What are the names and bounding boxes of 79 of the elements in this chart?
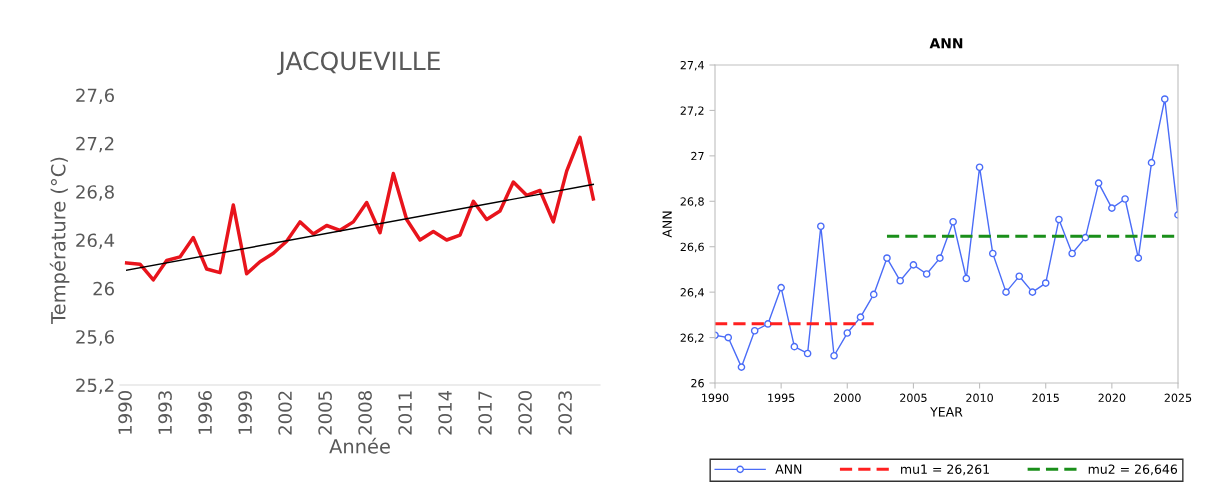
point — [750, 326, 759, 335]
y-tick-label: 27,6 — [76, 88, 114, 104]
point — [1002, 288, 1010, 296]
point — [856, 313, 865, 321]
y-tick-label: 26,2 — [680, 333, 704, 344]
point — [764, 320, 772, 328]
point — [803, 349, 812, 358]
y-axis-title: Température (°C) — [49, 157, 70, 324]
x-axis-title: Année — [329, 437, 390, 454]
point — [777, 283, 785, 292]
point — [843, 329, 852, 337]
x-tick-label: 2015 — [1032, 393, 1059, 403]
x-tick-label: 1990 — [118, 391, 132, 434]
y-tick-label: 27 — [691, 151, 704, 161]
y-tick-label: 27,4 — [680, 60, 704, 71]
x-axis-title: YEAR — [930, 407, 963, 417]
point — [1081, 233, 1090, 242]
chart-title: ANN — [929, 38, 963, 49]
x-tick-label: 2023 — [558, 391, 572, 435]
y-tick-label: 27,2 — [76, 136, 114, 153]
x-tick-label: 2005 — [900, 393, 927, 403]
y-tick-label: 27,2 — [680, 106, 704, 116]
x-tick-label: 2011 — [398, 391, 412, 435]
x-tick-label: 2020 — [1098, 393, 1126, 403]
legend-label: mu2 = 26,646 — [1088, 464, 1178, 476]
point — [1094, 179, 1103, 187]
legend-label: ANN — [775, 464, 802, 474]
x-tick-label: 1990 — [702, 393, 729, 403]
point — [936, 254, 944, 262]
point — [830, 351, 838, 360]
y-tick-label: 26,4 — [76, 233, 115, 249]
point — [724, 333, 733, 342]
point — [909, 261, 918, 269]
point — [975, 163, 984, 172]
point — [1041, 279, 1050, 287]
x-tick-label: 2002 — [278, 391, 292, 435]
x-tick-label: 2005 — [318, 391, 332, 435]
point — [1160, 95, 1169, 103]
point — [790, 342, 799, 351]
x-tick-label: 2025 — [1164, 393, 1192, 403]
point — [1015, 272, 1024, 281]
chart-title: JACQUEVILLE — [277, 51, 440, 75]
point — [737, 363, 746, 371]
point — [1068, 249, 1076, 258]
x-tick-label: 2017 — [478, 391, 492, 435]
point — [883, 254, 891, 262]
x-tick-label: 2008 — [358, 391, 372, 435]
y-tick-label: 26,8 — [76, 185, 114, 201]
y-tick-label: 25,2 — [76, 378, 114, 394]
legend-label: mu1 = 26,261 — [901, 464, 989, 476]
point — [962, 274, 971, 283]
point — [949, 217, 957, 226]
y-tick-label: 25,6 — [76, 330, 114, 346]
point — [817, 222, 825, 231]
point — [922, 270, 931, 278]
x-tick-label: 1996 — [198, 391, 212, 434]
x-tick-label: 2000 — [833, 393, 861, 403]
point — [896, 276, 905, 285]
x-tick-label: 1993 — [158, 391, 172, 434]
point — [1121, 195, 1129, 203]
y-tick-label: 26 — [691, 378, 704, 388]
y-tick-label: 26,8 — [680, 197, 704, 207]
y-axis-title: ANN — [662, 211, 672, 238]
x-tick-label: 2020 — [518, 391, 532, 435]
point — [1028, 288, 1037, 296]
y-tick-label: 26,4 — [680, 288, 704, 298]
x-tick-label: 1995 — [768, 393, 795, 403]
point — [869, 290, 878, 299]
point — [1108, 204, 1116, 212]
point — [1055, 215, 1063, 224]
y-tick-label: 26 — [93, 281, 114, 296]
y-tick-label: 26,6 — [680, 242, 704, 253]
point — [1147, 158, 1156, 167]
point — [988, 249, 997, 258]
x-tick-label: 1999 — [238, 391, 252, 434]
line-series — [124, 135, 596, 282]
x-tick-label: 2014 — [438, 390, 452, 435]
x-tick-label: 2010 — [966, 393, 993, 403]
point — [1134, 254, 1143, 262]
